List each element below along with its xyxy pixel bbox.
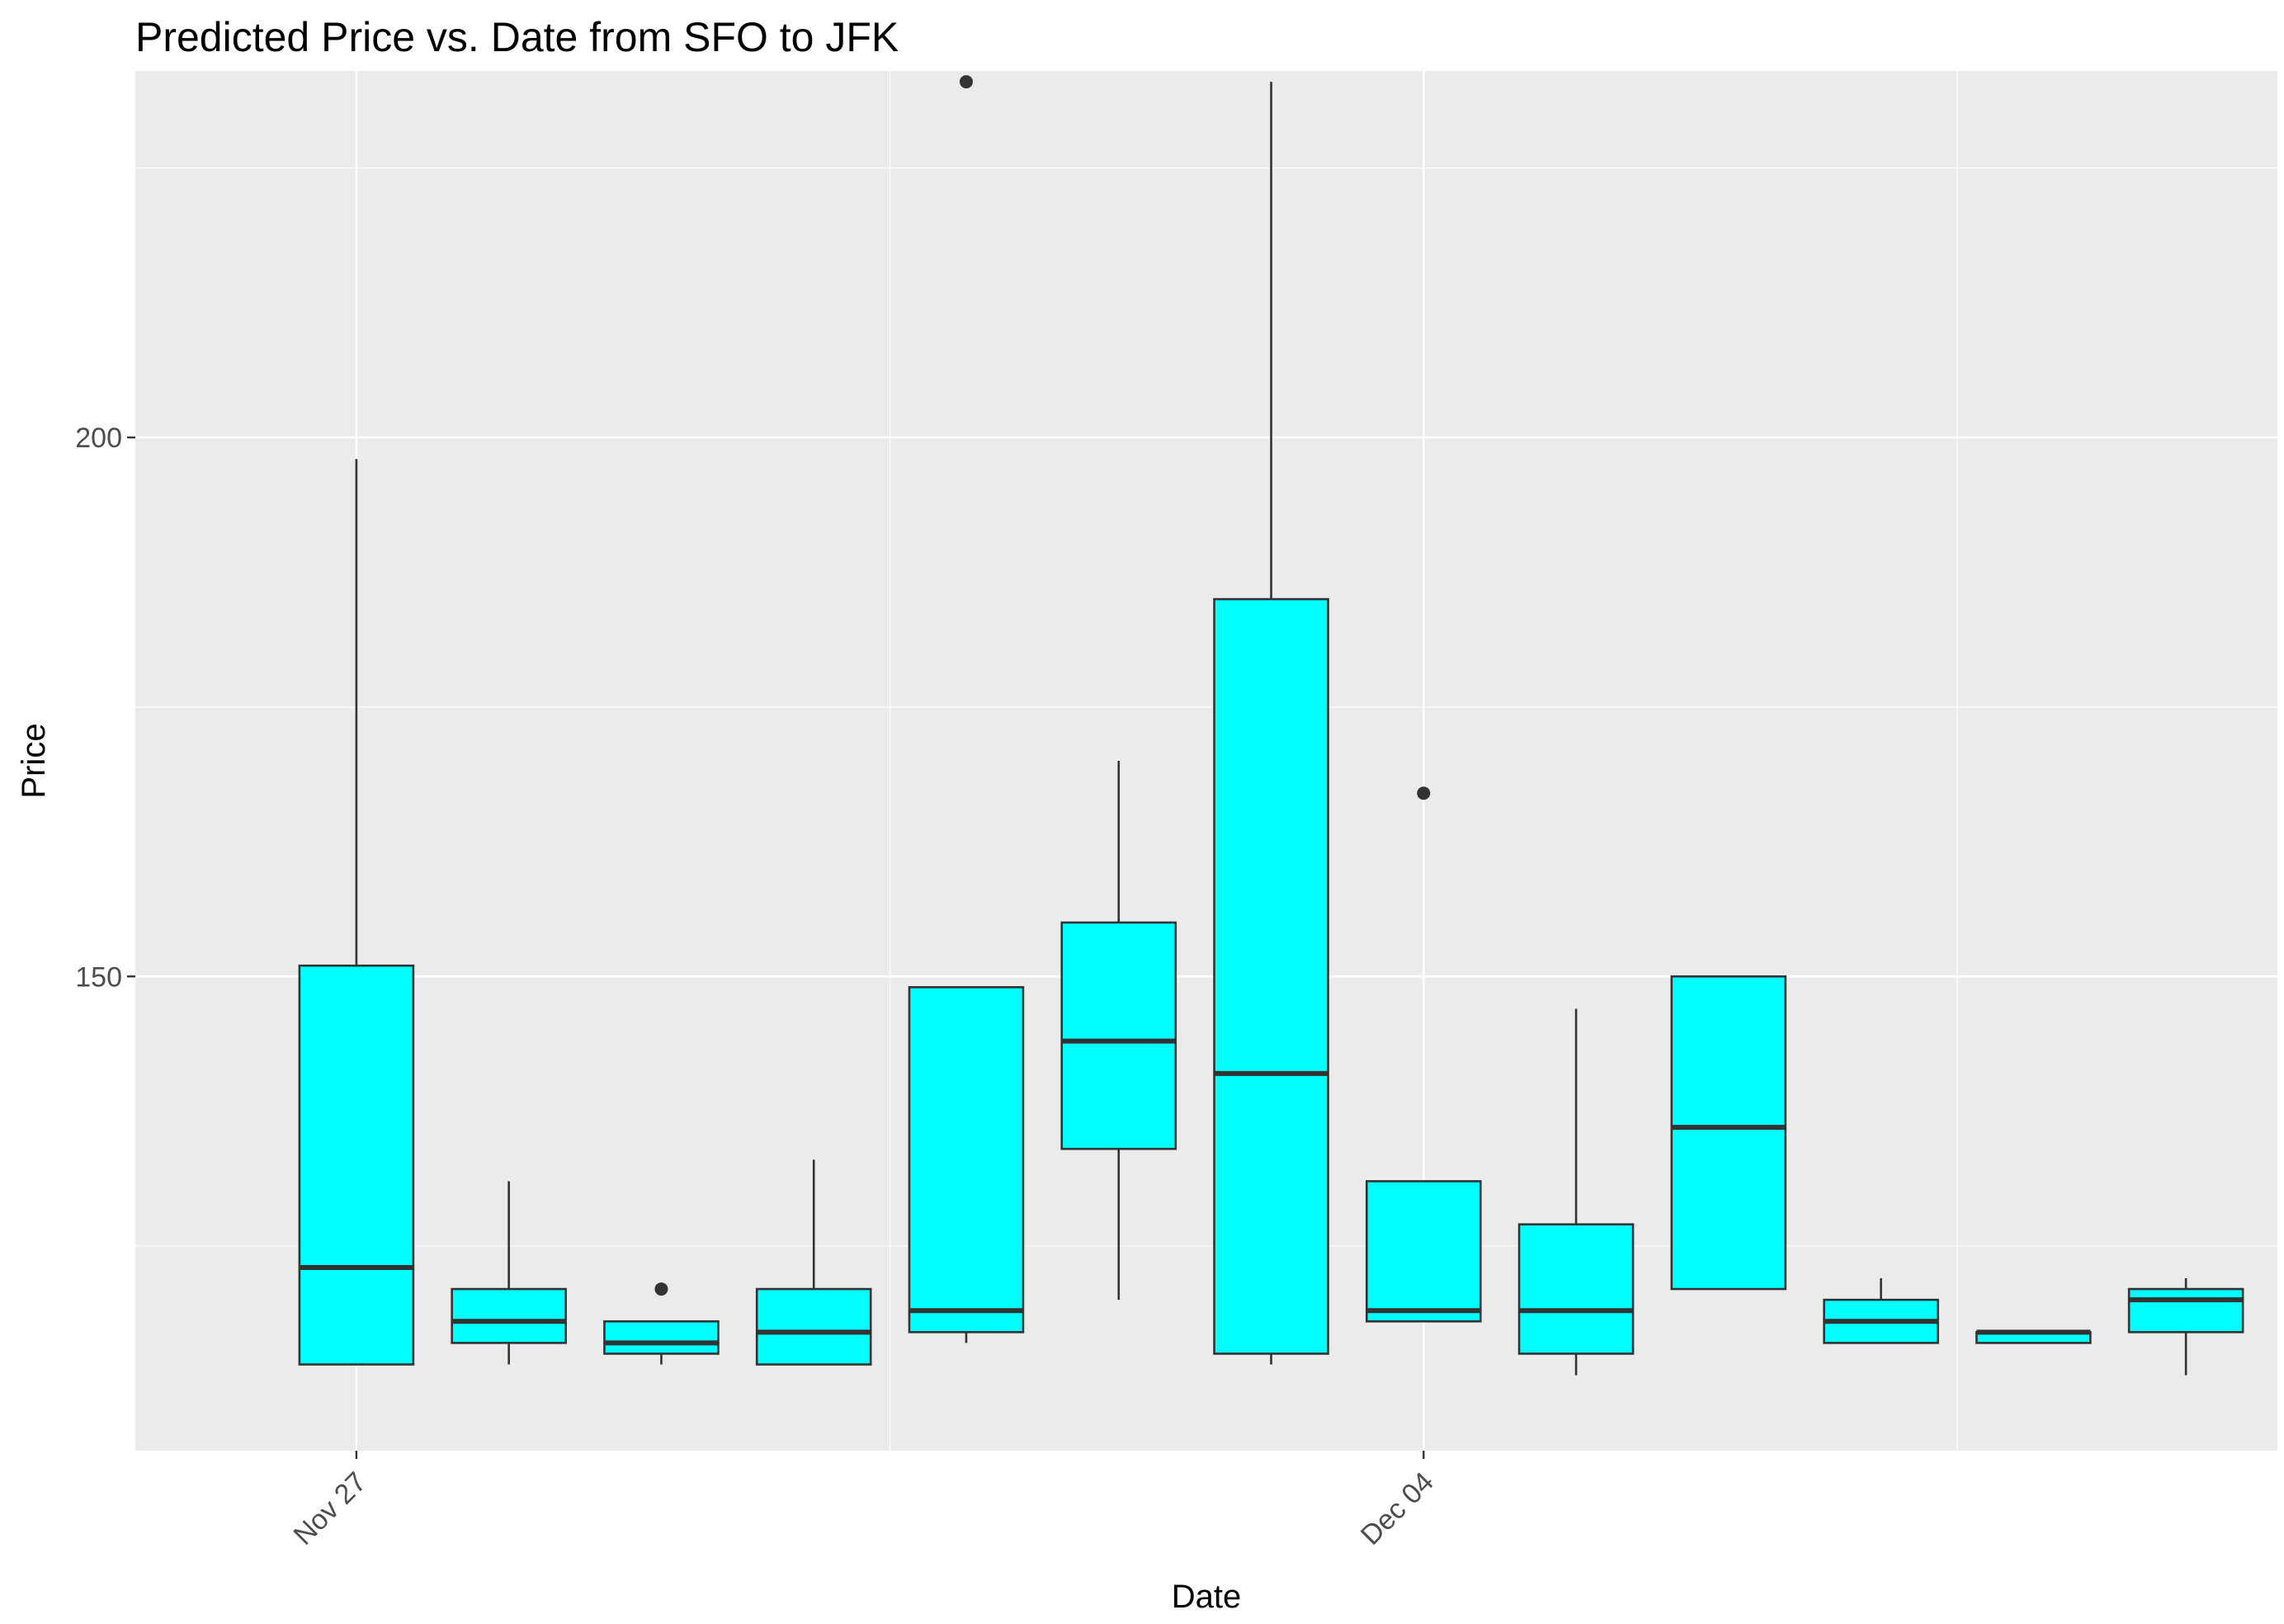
box-series — [298, 75, 2244, 1376]
box-body — [1213, 597, 1329, 1355]
outlier-point — [959, 75, 973, 89]
box-dec-01 — [908, 75, 1025, 1343]
chart-title: Predicted Price vs. Date from SFO to JFK — [135, 14, 899, 60]
box-nov-30 — [755, 1159, 872, 1366]
x-axis: Nov 27 Dec 04 — [288, 1451, 1440, 1551]
outlier-point — [654, 1282, 668, 1296]
box-nov-27 — [298, 459, 415, 1366]
box-body — [908, 986, 1025, 1334]
box-body — [2127, 1287, 2244, 1334]
box-dec-07 — [1823, 1278, 1939, 1344]
y-tick-label: 200 — [75, 423, 122, 454]
box-body — [1670, 975, 1787, 1291]
x-axis-title: Date — [1172, 1579, 1242, 1615]
box-nov-29 — [603, 1282, 720, 1365]
box-dec-06 — [1670, 975, 1787, 1291]
x-tick-label: Nov 27 — [288, 1466, 373, 1551]
minor-grid — [135, 71, 2277, 1451]
box-dec-03 — [1213, 82, 1329, 1365]
box-body — [1517, 1223, 1635, 1355]
box-body — [1365, 1180, 1482, 1323]
outlier-point — [1417, 786, 1431, 800]
box-body — [755, 1287, 872, 1366]
box-body — [1060, 921, 1177, 1150]
box-dec-08 — [1975, 1329, 2092, 1344]
box-dec-09 — [2127, 1278, 2244, 1376]
plot-panel — [135, 71, 2277, 1451]
box-body — [451, 1287, 567, 1344]
y-tick-label: 150 — [75, 961, 122, 993]
box-body — [603, 1320, 720, 1355]
y-axis: 150 200 — [75, 423, 135, 993]
box-dec-02 — [1060, 761, 1177, 1301]
x-tick-label: Dec 04 — [1355, 1466, 1440, 1551]
box-dec-05 — [1517, 1008, 1635, 1376]
y-axis-title: Price — [16, 723, 52, 798]
box-dec-04 — [1365, 786, 1482, 1323]
box-nov-28 — [451, 1181, 567, 1365]
box-body — [298, 964, 415, 1366]
